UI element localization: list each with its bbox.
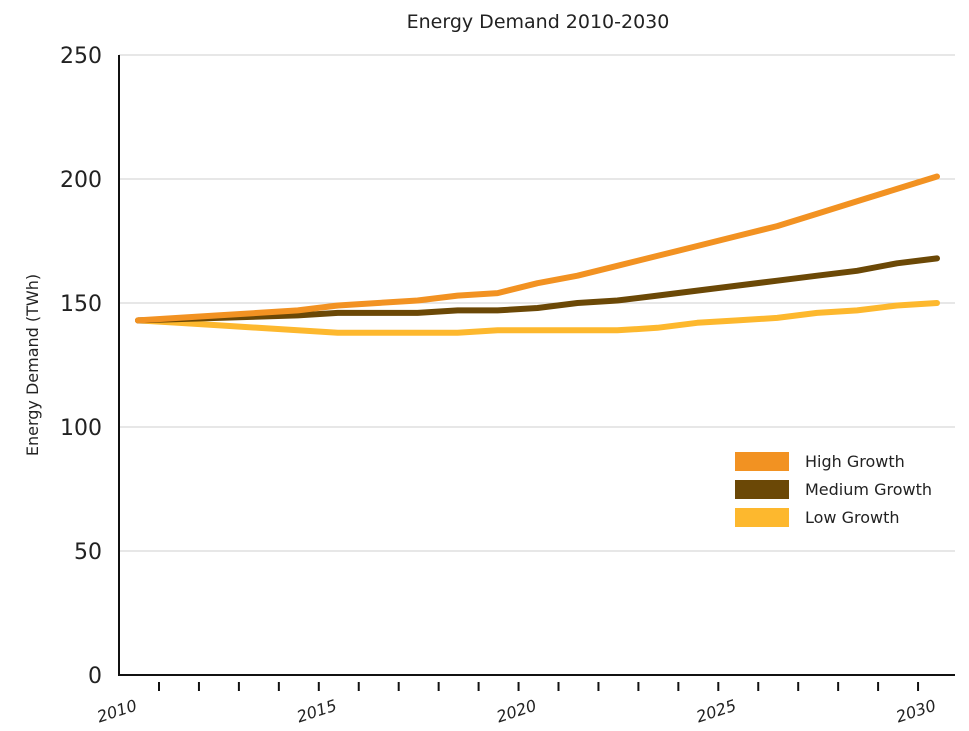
series-lines <box>135 173 940 336</box>
legend-label: Low Growth <box>805 508 900 527</box>
legend-label: Medium Growth <box>805 480 932 499</box>
x-axis-ticks: 2010 2015 2020 2025 2030 <box>95 682 939 727</box>
legend-swatch <box>735 508 789 527</box>
gridlines <box>119 54 955 552</box>
chart-title: Energy Demand 2010-2030 <box>407 11 670 33</box>
x-tick-label: 2010 <box>95 696 140 727</box>
series-line-medium-growth <box>135 255 940 324</box>
legend-swatch <box>735 480 789 499</box>
x-tick-label: 2030 <box>894 696 939 727</box>
x-tick-label: 2025 <box>694 696 739 727</box>
y-tick-label: 250 <box>60 44 102 69</box>
x-tick-label: 2020 <box>494 696 539 727</box>
y-tick-label: 0 <box>88 664 102 689</box>
x-tick-label: 2015 <box>294 696 339 727</box>
series-line-high-growth <box>135 173 940 324</box>
y-tick-label: 150 <box>60 292 102 317</box>
y-axis-label: Energy Demand (TWh) <box>23 274 42 456</box>
series-line-low-growth <box>135 300 940 336</box>
legend-swatch <box>735 452 789 471</box>
y-tick-label: 50 <box>74 540 102 565</box>
y-tick-label: 100 <box>60 416 102 441</box>
y-axis-ticks: 0 50 100 150 200 250 <box>60 44 102 689</box>
legend: High Growth Medium Growth Low Growth <box>735 452 932 527</box>
legend-label: High Growth <box>805 452 905 471</box>
y-tick-label: 200 <box>60 168 102 193</box>
